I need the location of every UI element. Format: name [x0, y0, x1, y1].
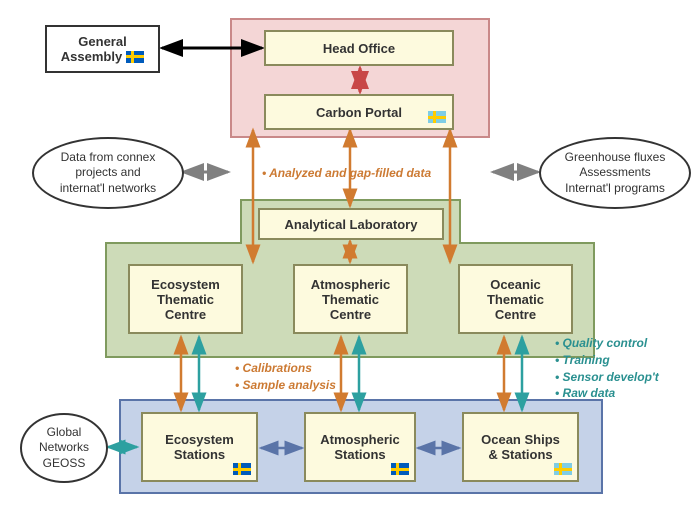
- zone-green-patch: [242, 240, 459, 246]
- connex-l3: internat'l networks: [60, 181, 156, 197]
- analytical-lab-box: Analytical Laboratory: [258, 208, 444, 240]
- flag-se-light-icon: [554, 463, 572, 475]
- note-calibrations: • Calibrations • Sample analysis: [235, 360, 336, 394]
- oce-stations-box: Ocean Ships & Stations: [462, 412, 579, 482]
- flag-se-icon: [391, 463, 409, 475]
- greenhouse-ellipse: Greenhouse fluxes Assessments Internat'l…: [539, 137, 691, 209]
- atm-tc-box: Atmospheric Thematic Centre: [293, 264, 408, 334]
- greenhouse-l3: Internat'l programs: [565, 181, 665, 197]
- global-networks-ellipse: Global Networks GEOSS: [20, 413, 108, 483]
- analytical-lab-label: Analytical Laboratory: [285, 217, 418, 232]
- flag-se-light-icon: [428, 111, 446, 123]
- greenhouse-l2: Assessments: [579, 165, 650, 181]
- general-assembly-box: General Assembly: [45, 25, 160, 73]
- connex-ellipse: Data from connex projects and internat'l…: [32, 137, 184, 209]
- note-analyzed: • Analyzed and gap-filled data: [262, 165, 431, 182]
- head-office-box: Head Office: [264, 30, 454, 66]
- general-assembly-l2: Assembly: [61, 49, 122, 64]
- greenhouse-l1: Greenhouse fluxes: [565, 150, 666, 166]
- flag-se-icon: [126, 51, 144, 63]
- eco-stations-box: Ecosystem Stations: [141, 412, 258, 482]
- carbon-portal-label: Carbon Portal: [316, 105, 402, 120]
- atm-stations-box: Atmospheric Stations: [304, 412, 416, 482]
- flag-se-icon: [233, 463, 251, 475]
- head-office-label: Head Office: [323, 41, 395, 56]
- connex-l1: Data from connex: [61, 150, 156, 166]
- carbon-portal-box: Carbon Portal: [264, 94, 454, 130]
- eco-tc-box: Ecosystem Thematic Centre: [128, 264, 243, 334]
- general-assembly-l1: General: [78, 34, 126, 49]
- note-quality: • Quality control • Training • Sensor de…: [555, 335, 659, 402]
- connex-l2: projects and: [75, 165, 140, 181]
- oce-tc-box: Oceanic Thematic Centre: [458, 264, 573, 334]
